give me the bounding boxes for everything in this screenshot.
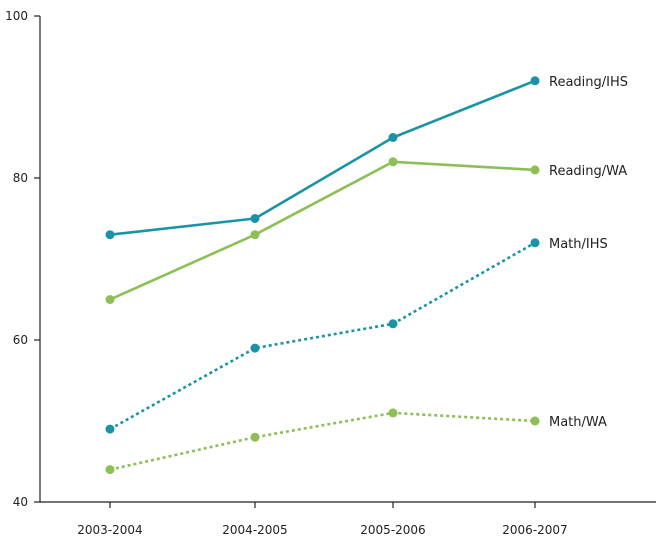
data-point-reading-wa-1 [250,230,260,240]
axes [39,16,656,503]
series-line-reading-wa [109,160,536,301]
data-point-math-ihs-2 [388,319,398,329]
data-point-math-wa-1 [250,432,260,442]
y-ticks: 40 60 80 100 [5,9,40,509]
x-ticks: 2003-2004 2004-2005 2005-2006 2006-2007 [77,502,568,537]
data-point-math-ihs-1 [250,343,260,353]
series-label-reading-ihs: Reading/IHS [549,75,628,90]
series-line-reading-ihs [109,79,536,236]
data-point-math-ihs-3 [530,238,540,248]
y-tick-label: 60 [13,333,28,347]
y-tick-label: 100 [5,9,28,23]
series-label-math-ihs: Math/IHS [549,237,608,252]
series-labels: Reading/IHS Reading/WA Math/IHS Math/WA [549,75,628,430]
x-tick-label: 2003-2004 [77,523,142,537]
x-tick-label: 2005-2006 [360,523,425,537]
data-point-math-ihs-0 [105,424,115,434]
data-point-reading-wa-0 [105,295,115,304]
data-point-reading-wa-3 [530,165,540,175]
data-point-reading-ihs-1 [250,214,260,223]
x-tick-label: 2004-2005 [222,523,287,537]
data-point-math-wa-0 [105,465,115,475]
x-tick-label: 2006-2007 [502,523,567,537]
data-point-math-wa-2 [388,408,398,418]
data-point-reading-ihs-3 [530,76,540,86]
series-label-math-wa: Math/WA [549,415,607,430]
series-label-reading-wa: Reading/WA [549,164,627,179]
data-point-math-wa-3 [530,416,540,426]
series-layer [105,76,540,475]
data-point-reading-wa-2 [388,157,398,167]
series-line-math-ihs [109,241,536,431]
data-point-reading-ihs-0 [105,230,115,240]
series-line-math-wa [109,411,536,471]
y-tick-label: 80 [13,171,28,185]
data-point-reading-ihs-2 [388,133,398,142]
y-tick-label: 40 [13,495,28,509]
